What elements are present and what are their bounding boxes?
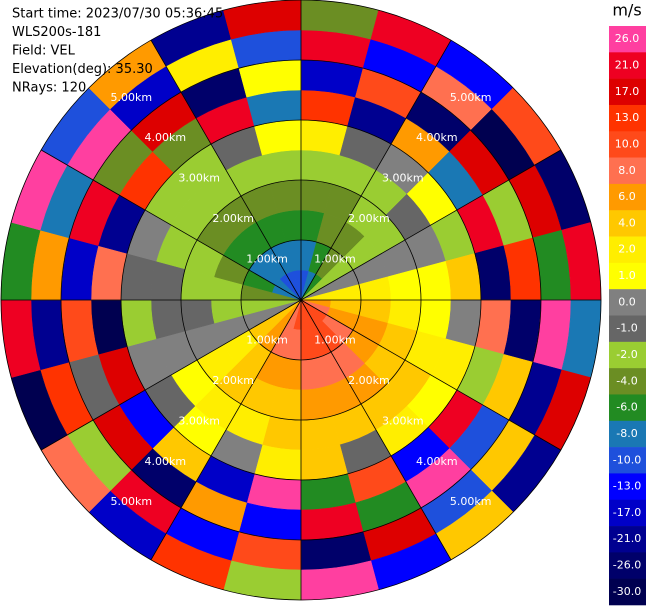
range-ring-label: 4.00km — [416, 131, 458, 144]
colorbar-cell — [609, 315, 646, 343]
colorbar-label: -6.0 — [616, 401, 637, 414]
colorbar-cell — [609, 262, 646, 290]
radar-cell — [300, 444, 348, 481]
info-text: WLS200s-181 — [12, 25, 101, 40]
colorbar-label: 4.0 — [618, 216, 636, 229]
range-ring-label: 1.00km — [246, 333, 288, 346]
colorbar-cell — [609, 499, 646, 527]
colorbar-cell — [609, 420, 646, 448]
spoke — [300, 39, 452, 301]
colorbar-label: -13.0 — [613, 480, 641, 493]
colorbar-label: -4.0 — [616, 374, 637, 387]
colorbar-label: 8.0 — [618, 164, 636, 177]
range-ring-label: 2.00km — [212, 374, 254, 387]
radar-cell — [120, 299, 157, 347]
range-ring-label: 1.00km — [314, 253, 356, 266]
colorbar-cell — [609, 526, 646, 553]
colorbar-label: -30.0 — [613, 585, 641, 598]
colorbar-cell — [609, 78, 646, 106]
range-ring-label: 2.00km — [212, 212, 254, 225]
colorbar-label: -21.0 — [613, 532, 641, 545]
colorbar-label: 6.0 — [618, 190, 636, 203]
colorbar-cell — [609, 341, 646, 369]
radar-cell — [445, 299, 482, 347]
colorbar-label: 17.0 — [615, 85, 640, 98]
colorbar-label: 26.0 — [615, 32, 640, 45]
range-ring-label: 5.00km — [111, 91, 153, 104]
colorbar-cell — [609, 183, 646, 211]
colorbar-cell — [609, 552, 646, 579]
spoke — [300, 299, 562, 451]
colorbar-cell — [609, 104, 646, 132]
range-ring-label: 4.00km — [416, 455, 458, 468]
radar-cell — [254, 444, 302, 481]
info-text: Elevation(deg): 35.30 — [12, 62, 153, 77]
range-ring-label: 1.00km — [314, 333, 356, 346]
radar-cell — [254, 119, 302, 156]
colorbar-label: -1.0 — [616, 322, 637, 335]
range-ring-label: 4.00km — [144, 131, 186, 144]
colorbar-cell — [609, 394, 646, 422]
range-ring-label: 2.00km — [348, 374, 390, 387]
colorbar-cell — [609, 578, 646, 606]
range-ring-label: 3.00km — [178, 172, 220, 185]
colorbar-label: -2.0 — [616, 348, 637, 361]
colorbar-cell — [609, 447, 646, 474]
colorbar-cell — [609, 157, 646, 185]
range-ring — [0, 0, 602, 601]
info-text: NRays: 120 — [12, 81, 86, 96]
colorbar-label: -8.0 — [616, 427, 637, 440]
range-ring-label: 3.00km — [178, 414, 220, 427]
range-ring-label: 5.00km — [450, 91, 492, 104]
colorbar-cell — [609, 236, 646, 264]
range-ring — [60, 59, 542, 541]
spoke — [300, 299, 452, 561]
range-ring-label: 5.00km — [111, 495, 153, 508]
colorbar-label: -26.0 — [613, 559, 641, 572]
spoke — [40, 299, 302, 451]
colorbar-cell — [609, 289, 646, 316]
colorbar-cell — [609, 52, 646, 79]
colorbar-label: 1.0 — [618, 269, 636, 282]
radar-cell — [120, 253, 157, 301]
colorbar-cell — [609, 131, 646, 158]
colorbar-label: 10.0 — [615, 137, 640, 150]
info-text: Start time: 2023/07/30 05:36:45 — [12, 7, 223, 22]
colorbar-label: 13.0 — [615, 111, 640, 124]
range-ring-label: 2.00km — [348, 212, 390, 225]
colorbar-label: 0.0 — [618, 295, 636, 308]
colorbar-title: m/s — [612, 1, 641, 20]
colorbar-label: -10.0 — [613, 453, 641, 466]
range-ring — [120, 119, 482, 481]
radar-cell — [300, 119, 348, 156]
colorbar-cell — [609, 26, 646, 53]
range-ring-label: 1.00km — [246, 253, 288, 266]
range-ring-label: 3.00km — [382, 172, 424, 185]
spoke — [300, 149, 562, 301]
range-ring — [240, 239, 362, 361]
colorbar-cell — [609, 368, 646, 395]
colorbar-label: -17.0 — [613, 506, 641, 519]
range-ring-label: 5.00km — [450, 495, 492, 508]
colorbar-label: 2.0 — [618, 243, 636, 256]
colorbar-cell — [609, 210, 646, 237]
radar-cell — [445, 253, 482, 301]
range-ring — [180, 179, 422, 421]
range-ring-label: 3.00km — [382, 414, 424, 427]
spoke — [150, 299, 302, 561]
spoke — [150, 39, 302, 301]
info-text: Field: VEL — [12, 44, 76, 59]
range-ring-label: 4.00km — [144, 455, 186, 468]
spoke — [40, 149, 302, 301]
colorbar-label: 21.0 — [615, 58, 640, 71]
colorbar-cell — [609, 473, 646, 501]
